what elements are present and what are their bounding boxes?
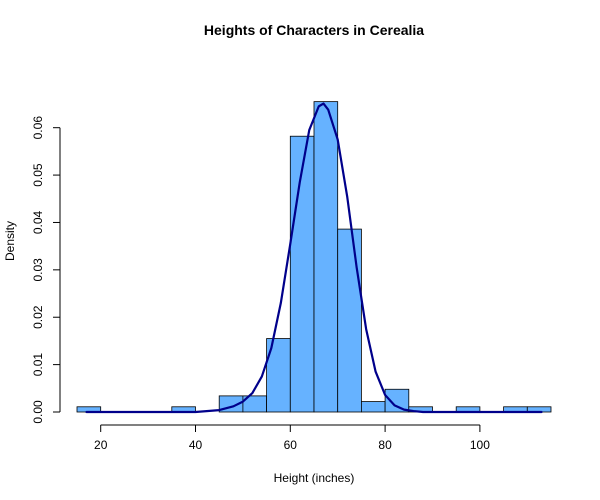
histogram-bar — [360, 401, 386, 413]
x-tick-label: 100 — [470, 438, 490, 452]
y-tick-label: 0.06 — [31, 116, 45, 140]
x-axis-label: Height (inches) — [274, 471, 355, 485]
histogram-bar — [337, 228, 362, 413]
y-tick-label: 0.01 — [31, 353, 45, 377]
histogram-bars — [76, 101, 552, 413]
x-tick-label: 80 — [378, 438, 392, 452]
histogram-bar — [384, 388, 410, 413]
x-axis: 20 40 60 80 100 — [94, 424, 490, 452]
y-tick-label: 0.04 — [31, 210, 45, 234]
x-tick-label: 40 — [189, 438, 203, 452]
density-curve — [85, 102, 543, 414]
x-tick-label: 60 — [284, 438, 298, 452]
y-tick-label: 0.03 — [31, 258, 45, 282]
x-tick-label: 20 — [94, 438, 108, 452]
histogram-bar — [289, 135, 315, 413]
y-tick-label: 0.02 — [31, 305, 45, 329]
y-axis-label: Density — [3, 221, 17, 261]
y-axis: 0.00 0.01 0.02 0.03 0.04 0.05 0.06 — [31, 116, 61, 424]
y-tick-label: 0.05 — [31, 163, 45, 187]
chart-title: Heights of Characters in Cerealia — [204, 22, 424, 38]
histogram-bar — [313, 101, 339, 413]
y-tick-label: 0.00 — [31, 400, 45, 424]
